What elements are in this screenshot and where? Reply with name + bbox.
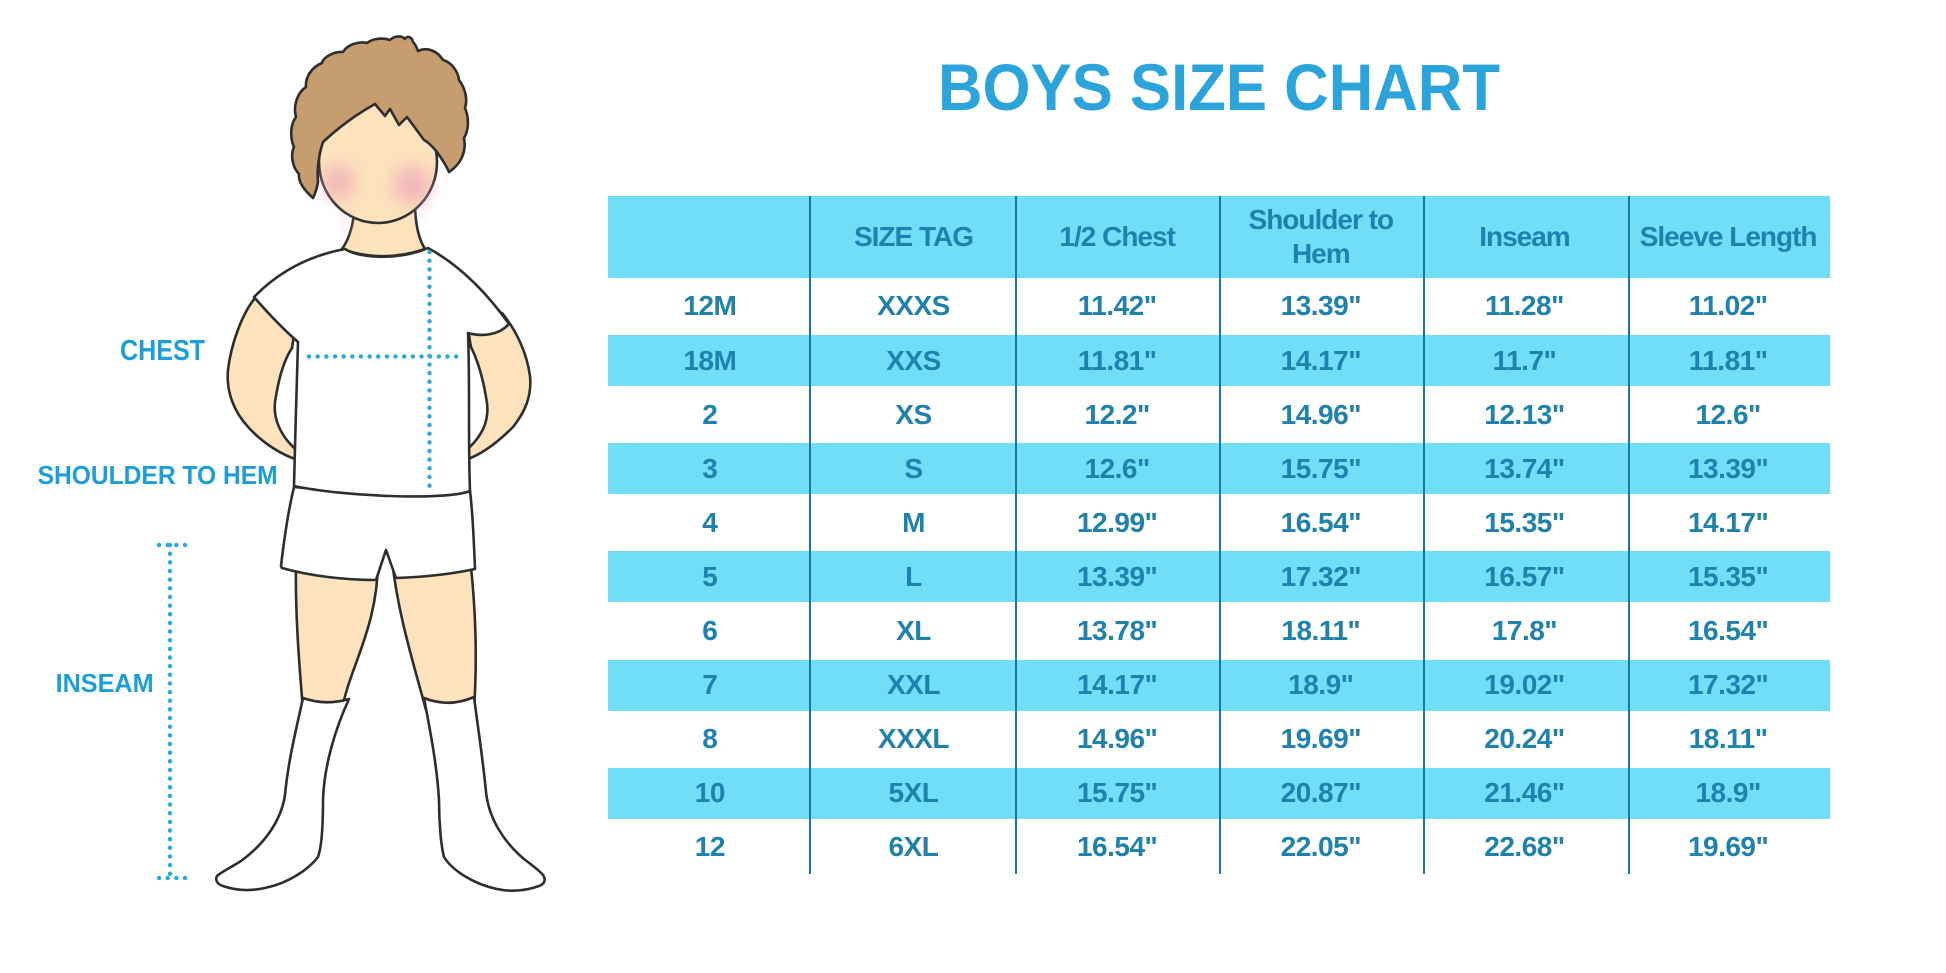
- svg-text:SHOULDER TO HEM: SHOULDER TO HEM: [38, 460, 278, 490]
- svg-text:INSEAM: INSEAM: [56, 668, 154, 698]
- svg-text:CHEST: CHEST: [120, 335, 205, 367]
- svg-text:BOYS SIZE CHART: BOYS SIZE CHART: [938, 50, 1500, 124]
